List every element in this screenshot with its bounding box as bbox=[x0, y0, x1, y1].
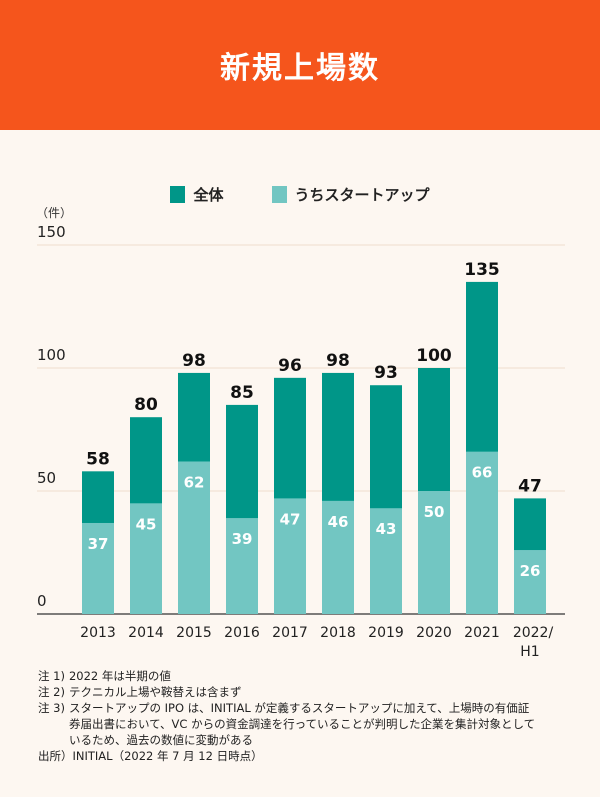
data-label-total: 58 bbox=[86, 449, 110, 469]
y-tick-label: 150 bbox=[37, 223, 66, 241]
header-banner: 新規上場数 bbox=[0, 0, 600, 130]
bar-startup bbox=[370, 508, 402, 614]
x-tick-label: H1 bbox=[520, 644, 539, 660]
note-text: テクニカル上場や鞍替えは含まず bbox=[68, 685, 242, 699]
data-label-startup: 43 bbox=[376, 520, 397, 538]
notes: 注 1) 2022 年は半期の値 注 2) テクニカル上場や鞍替えは含まず 注 3)… bbox=[38, 668, 538, 764]
bar-startup bbox=[178, 461, 210, 614]
data-label-startup: 47 bbox=[280, 510, 301, 528]
legend-item-total: 全体 bbox=[170, 184, 224, 205]
x-tick-label: 2015 bbox=[176, 625, 212, 641]
data-label-startup: 39 bbox=[232, 530, 253, 548]
data-label-total: 80 bbox=[134, 395, 158, 415]
x-tick-label: 2014 bbox=[128, 625, 164, 641]
data-label-total: 100 bbox=[416, 346, 452, 366]
x-tick-label: 2017 bbox=[272, 625, 308, 641]
data-label-total: 96 bbox=[278, 356, 302, 376]
bar-startup bbox=[226, 518, 258, 614]
data-label-startup: 26 bbox=[520, 562, 541, 580]
bar-startup bbox=[322, 500, 354, 614]
legend-swatch-total bbox=[170, 186, 186, 203]
legend: 全体 うちスタートアップ bbox=[0, 184, 600, 205]
chart-title: 新規上場数 bbox=[220, 51, 380, 86]
note-text: スタートアップの IPO は、INITIAL が定義するスタートアップに加えて、… bbox=[68, 701, 536, 747]
y-tick-label: 0 bbox=[37, 592, 47, 610]
y-tick-label: 100 bbox=[37, 346, 66, 364]
data-label-total: 135 bbox=[464, 260, 500, 280]
data-label-startup: 45 bbox=[136, 515, 157, 533]
x-tick-label: 2021 bbox=[464, 625, 500, 641]
bar-startup bbox=[274, 498, 306, 614]
x-tick-label: 2020 bbox=[416, 625, 452, 641]
note-prefix: 注 2) bbox=[38, 685, 65, 699]
legend-item-startup: うちスタートアップ bbox=[271, 184, 430, 205]
note-text: 2022 年は半期の値 bbox=[68, 669, 171, 683]
x-tick-label: 2022/ bbox=[513, 625, 554, 641]
x-tick-label: 2016 bbox=[224, 625, 260, 641]
x-tick-label: 2018 bbox=[320, 625, 356, 641]
note-3: 注 3) スタートアップの IPO は、INITIAL が定義するスタートアップに… bbox=[38, 700, 538, 748]
note-1: 注 1) 2022 年は半期の値 bbox=[38, 668, 538, 684]
note-prefix: 注 3) bbox=[38, 701, 65, 715]
source: 出所）INITIAL（2022 年 7 月 12 日時点） bbox=[38, 749, 263, 763]
bar-chart: （件） 0 50 100 150 58 37 2013 80 45 2014 98 62 2015 85 3… bbox=[36, 206, 565, 660]
data-label-total: 98 bbox=[182, 351, 206, 371]
data-label-total: 85 bbox=[230, 383, 254, 403]
y-tick-label: 50 bbox=[37, 469, 56, 487]
bar-startup bbox=[82, 522, 114, 614]
bar-startup bbox=[514, 550, 546, 614]
data-label-total: 47 bbox=[518, 476, 542, 496]
y-axis-label: （件） bbox=[36, 206, 72, 220]
data-label-startup: 62 bbox=[184, 473, 205, 491]
legend-swatch-startup bbox=[271, 186, 287, 203]
note-prefix: 注 1) bbox=[38, 669, 65, 683]
data-label-startup: 37 bbox=[88, 535, 109, 553]
legend-label-total: 全体 bbox=[193, 186, 224, 204]
data-label-startup: 66 bbox=[472, 464, 493, 482]
x-tick-label: 2013 bbox=[80, 625, 116, 641]
data-label-total: 98 bbox=[326, 351, 350, 371]
bar-startup bbox=[418, 491, 450, 614]
data-label-startup: 50 bbox=[424, 503, 445, 521]
data-label-startup: 46 bbox=[328, 513, 349, 531]
bar-startup bbox=[466, 451, 498, 614]
bar-startup bbox=[130, 503, 162, 614]
data-label-total: 93 bbox=[374, 363, 398, 383]
x-tick-label: 2019 bbox=[368, 625, 404, 641]
note-2: 注 2) テクニカル上場や鞍替えは含まず bbox=[38, 684, 538, 700]
legend-label-startup: うちスタートアップ bbox=[294, 186, 430, 204]
